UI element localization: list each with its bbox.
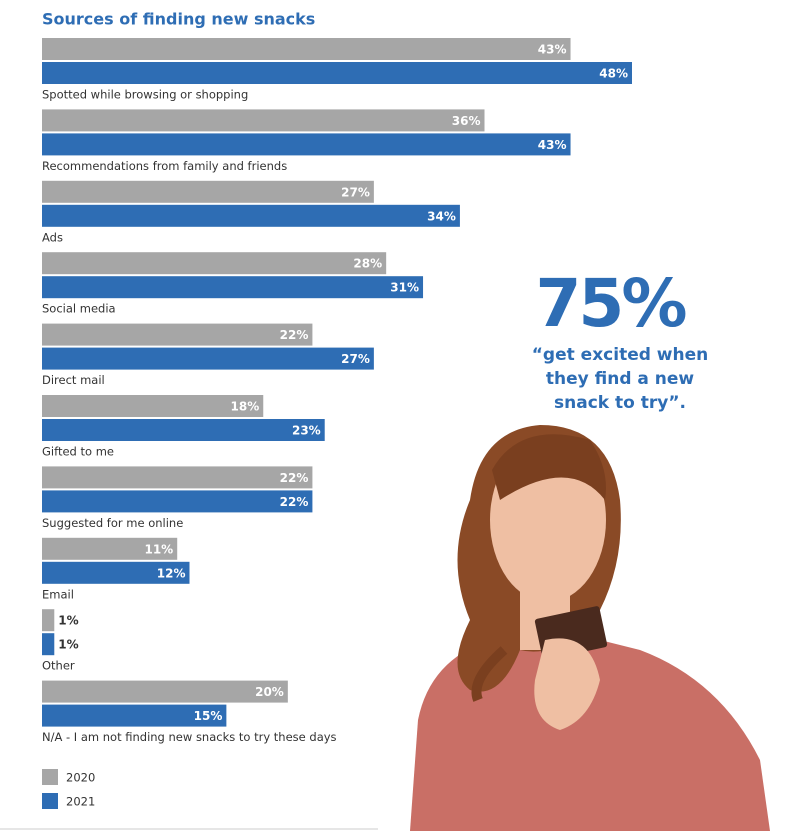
bar <box>42 62 632 84</box>
callout-text: they find a new <box>546 369 695 389</box>
category-label: Gifted to me <box>42 445 114 459</box>
value-label: 20% <box>255 685 284 699</box>
value-label: 48% <box>599 67 628 81</box>
chart-title: Sources of finding new snacks <box>42 10 315 29</box>
value-label: 15% <box>194 709 223 723</box>
bar <box>42 466 313 489</box>
legend-swatch <box>42 793 58 809</box>
value-label: 11% <box>144 542 173 556</box>
value-label: 27% <box>341 185 370 199</box>
category-label: Other <box>42 659 75 673</box>
category-label: Direct mail <box>42 373 105 387</box>
bar <box>42 704 227 727</box>
value-label: 22% <box>280 471 309 485</box>
value-label: 34% <box>427 209 456 223</box>
legend-label: 2020 <box>66 771 95 785</box>
bar <box>42 419 325 441</box>
bar <box>42 133 571 156</box>
category-label: Spotted while browsing or shopping <box>42 88 248 102</box>
bar <box>42 561 190 584</box>
value-label: 36% <box>452 114 481 128</box>
bar <box>42 252 387 275</box>
bar <box>42 323 313 346</box>
legend-swatch <box>42 769 58 785</box>
bar <box>42 633 55 656</box>
value-label: 31% <box>390 281 419 295</box>
bar <box>42 38 571 60</box>
bar <box>42 180 374 203</box>
bar <box>42 609 55 632</box>
category-label: Ads <box>42 230 63 244</box>
value-label: 22% <box>280 328 309 342</box>
value-label: 27% <box>341 352 370 366</box>
value-label: 1% <box>58 638 78 652</box>
callout-text: “get excited when <box>532 345 709 365</box>
value-label: 18% <box>231 400 260 414</box>
bar <box>42 276 424 299</box>
bar <box>42 680 288 703</box>
bar <box>42 204 460 227</box>
value-label: 22% <box>280 495 309 509</box>
photo <box>410 425 770 831</box>
callout-stat: 75% <box>536 265 687 342</box>
value-label: 43% <box>538 43 567 57</box>
bar <box>42 347 374 370</box>
bar <box>42 537 178 560</box>
value-label: 23% <box>292 424 321 438</box>
value-label: 28% <box>353 257 382 271</box>
value-label: 43% <box>538 138 567 152</box>
category-label: Social media <box>42 302 116 316</box>
bar <box>42 490 313 513</box>
category-label: Recommendations from family and friends <box>42 159 287 173</box>
category-label: N/A - I am not finding new snacks to try… <box>42 730 337 744</box>
category-label: Email <box>42 587 74 601</box>
callout-text: snack to try”. <box>554 393 686 413</box>
bar <box>42 109 485 132</box>
value-label: 12% <box>157 566 186 580</box>
bar <box>42 395 264 417</box>
category-label: Suggested for me online <box>42 516 183 530</box>
value-label: 1% <box>58 614 78 628</box>
legend-label: 2021 <box>66 795 95 809</box>
